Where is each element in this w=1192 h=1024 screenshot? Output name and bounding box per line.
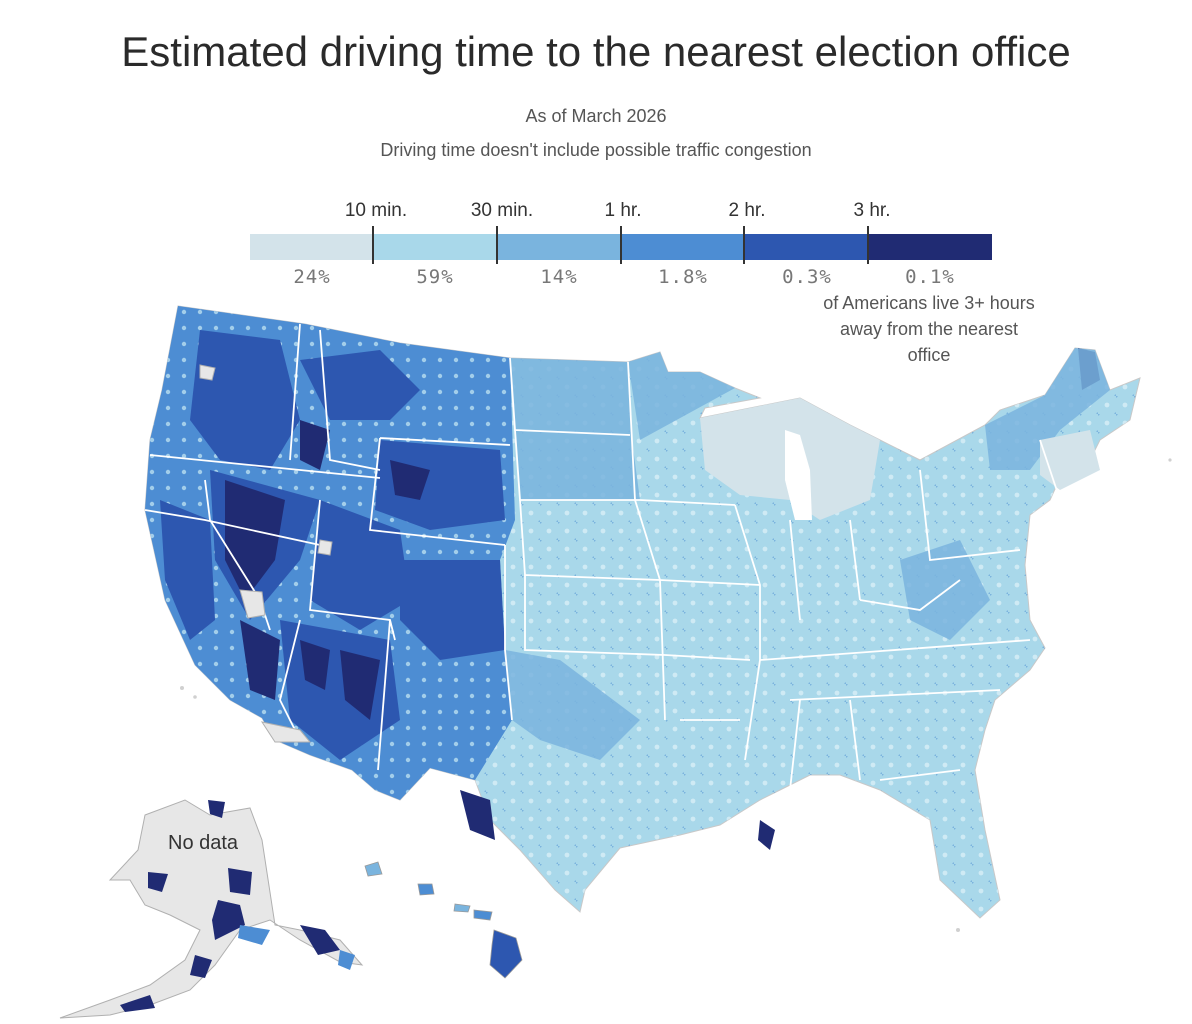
legend-share-label: 24% <box>293 266 331 288</box>
legend-tick-label: 10 min. <box>344 200 408 221</box>
legend-tick-label: 2 hr. <box>728 200 766 221</box>
legend-tick-line <box>496 226 498 264</box>
legend-tick-line <box>743 226 745 264</box>
legend-bin-3-plus-hr <box>868 234 992 260</box>
subtitle-date: As of March 2026 <box>525 106 667 126</box>
legend-bin-30-min-1-hr <box>497 234 621 260</box>
no-data-patch <box>317 539 333 556</box>
legend-tick-line <box>620 226 622 264</box>
color-legend: 10 min. 30 min. 1 hr. 2 hr. 3 hr. 24% 59… <box>250 196 992 296</box>
no-data-patch <box>199 364 216 381</box>
no-data-patch <box>239 589 266 619</box>
legend-bin-1-2-hr <box>621 234 744 260</box>
chart-title: Estimated driving time to the nearest el… <box>121 28 1071 75</box>
coastal-islands <box>180 458 1172 932</box>
northeast-light-area <box>1040 430 1100 490</box>
legend-share-label: 0.1% <box>905 266 955 288</box>
no-data-label: No data <box>168 832 239 854</box>
legend-tick-label: 30 min. <box>470 200 534 221</box>
legend-share-label: 59% <box>416 266 454 288</box>
alaska-moderate-patches <box>238 925 355 970</box>
legend-annotation: of Americans live 3+ hours away from the… <box>823 293 1035 365</box>
legend-bin-2-3-hr <box>744 234 868 260</box>
hawaii <box>364 861 523 979</box>
legend-tick-line <box>372 226 374 264</box>
legend-share-label: 1.8% <box>658 266 708 288</box>
state-borders <box>144 323 1061 791</box>
legend-tick-label: 1 hr. <box>604 200 642 221</box>
legend-share-label: 14% <box>540 266 578 288</box>
legend-bin-10-30-min <box>373 234 497 260</box>
subtitle-note: Driving time doesn't include possible tr… <box>380 140 812 160</box>
lake-michigan <box>785 430 812 520</box>
no-data-patch <box>260 721 312 743</box>
moderate-drive-areas <box>505 348 1110 760</box>
legend-share-label: 0.3% <box>782 266 832 288</box>
longest-drive-areas <box>225 348 1100 850</box>
legend-tick-label: 3 hr. <box>853 200 891 221</box>
legend-tick-line <box>867 226 869 264</box>
legend-bin-under-10-min <box>250 234 373 260</box>
alaska-data-patches <box>120 800 340 1012</box>
